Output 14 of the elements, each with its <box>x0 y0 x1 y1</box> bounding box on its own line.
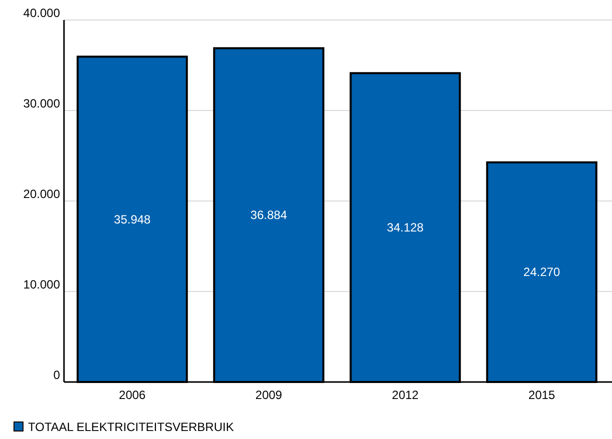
data-label: 35.948 <box>114 212 151 226</box>
y-tick-label: 40.000 <box>23 6 60 20</box>
x-tick-label: 2012 <box>392 388 419 402</box>
x-tick-label: 2009 <box>255 388 282 402</box>
y-tick-label: 30.000 <box>23 96 60 110</box>
data-label: 36.884 <box>250 208 288 222</box>
y-tick-label: 0 <box>53 368 60 382</box>
legend-label: TOTAAL ELEKTRICITEITSVERBRUIK <box>28 420 234 434</box>
y-tick-label: 20.000 <box>23 187 60 201</box>
data-label: 34.128 <box>386 220 424 235</box>
data-label: 24.270 <box>523 265 560 280</box>
x-tick-label: 2006 <box>118 388 146 402</box>
x-tick-label: 2015 <box>528 388 556 402</box>
y-tick-label: 10.000 <box>23 278 60 292</box>
